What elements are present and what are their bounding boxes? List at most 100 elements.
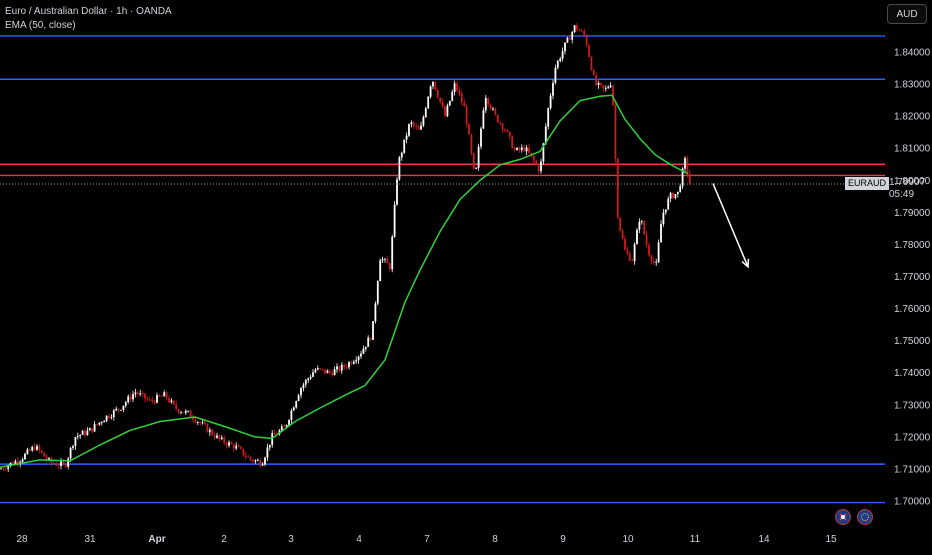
candle-body — [134, 392, 137, 395]
y-tick-label: 1.77000 — [894, 272, 931, 283]
candle-body — [496, 114, 499, 123]
candle-body — [105, 415, 108, 421]
x-tick-label: 7 — [424, 534, 430, 545]
candle-body — [84, 430, 86, 436]
currency-button[interactable]: AUD — [887, 4, 927, 24]
candle-body — [261, 464, 264, 466]
candle-body — [122, 405, 125, 410]
symbol-title[interactable]: Euro / Australian Dollar · 1h · OANDA — [5, 6, 172, 17]
candle-body — [194, 419, 197, 423]
candle-body — [268, 444, 271, 448]
y-tick-label: 1.75000 — [894, 336, 931, 347]
y-tick-label: 1.72000 — [894, 432, 931, 443]
candle-body — [19, 461, 22, 464]
candle-body — [410, 122, 413, 125]
candle-body — [98, 422, 101, 425]
candle-body — [664, 209, 667, 213]
candle-body — [184, 410, 187, 413]
candle-body — [393, 204, 396, 237]
candle-body — [93, 424, 96, 432]
candle-body — [427, 96, 430, 109]
candle-body — [400, 152, 403, 158]
candle-body — [153, 401, 156, 403]
candle-body — [199, 422, 202, 424]
candle-body — [523, 147, 526, 152]
candle-body — [547, 108, 550, 127]
candle-body — [364, 346, 367, 349]
candle-body — [580, 30, 583, 32]
candle-body — [182, 412, 185, 414]
candle-body — [441, 101, 444, 107]
candle-body — [230, 442, 233, 445]
candle-body — [360, 353, 362, 357]
candle-body — [484, 98, 487, 111]
candle-body — [561, 51, 564, 59]
candle-body — [652, 261, 655, 263]
candle-body — [612, 85, 614, 105]
candle-body — [223, 437, 226, 444]
candle-body — [38, 445, 41, 451]
candle-body — [355, 360, 358, 362]
candle-body — [424, 108, 427, 117]
y-tick-label: 1.74000 — [894, 368, 931, 379]
candle-body — [540, 161, 542, 172]
candle-body — [129, 396, 132, 400]
candle-body — [295, 401, 298, 408]
ema-50-line[interactable] — [0, 94, 689, 469]
candle-body — [218, 435, 221, 439]
y-tick-label: 1.81000 — [894, 144, 931, 155]
candle-body — [256, 460, 259, 462]
candle-body — [266, 447, 269, 458]
candle-body — [636, 229, 638, 245]
candle-body — [45, 456, 48, 460]
candle-body — [597, 82, 600, 86]
candle-body — [132, 394, 134, 400]
candle-body — [566, 37, 569, 43]
candle-body — [504, 129, 506, 131]
candle-body — [62, 461, 65, 464]
candle-body — [64, 463, 67, 467]
candle-body — [472, 152, 475, 169]
candle-body — [585, 34, 588, 46]
candle-body — [220, 437, 223, 439]
candle-body — [645, 234, 648, 246]
candle-body — [146, 398, 149, 400]
indicator-label[interactable]: EMA (50, close) — [5, 20, 76, 31]
x-tick-label: 9 — [560, 534, 566, 545]
candle-body — [213, 434, 216, 438]
flag-icon[interactable] — [835, 509, 851, 525]
x-tick-label: Apr — [148, 534, 165, 545]
forecast-arrow[interactable] — [712, 183, 749, 268]
y-tick-label: 1.84000 — [894, 48, 931, 59]
candle-body — [681, 168, 684, 187]
candle-body — [110, 416, 113, 418]
candle-body — [300, 388, 302, 396]
candle-body — [549, 95, 552, 109]
candle-body — [283, 426, 286, 428]
candle-body — [240, 446, 242, 449]
x-tick-label: 31 — [84, 534, 96, 545]
candle-body — [448, 100, 451, 106]
candle-body — [144, 393, 146, 399]
candle-body — [487, 98, 490, 105]
candle-body — [21, 459, 24, 462]
candle-body — [600, 82, 602, 85]
candle-body — [532, 155, 535, 161]
candle-body — [180, 412, 182, 414]
y-tick-label: 1.79000 — [894, 208, 931, 219]
candle-body — [362, 348, 365, 354]
candle-body — [381, 259, 384, 261]
candle-body — [520, 147, 523, 150]
candle-body — [372, 321, 374, 340]
candle-body — [69, 447, 72, 459]
candle-body — [525, 147, 528, 152]
globe-icon[interactable] — [857, 509, 873, 525]
candle-body — [384, 258, 386, 260]
candle-body — [367, 337, 370, 347]
candle-body — [52, 462, 55, 464]
candle-body — [568, 37, 571, 40]
candle-body — [650, 255, 653, 262]
candle-body — [376, 281, 379, 304]
